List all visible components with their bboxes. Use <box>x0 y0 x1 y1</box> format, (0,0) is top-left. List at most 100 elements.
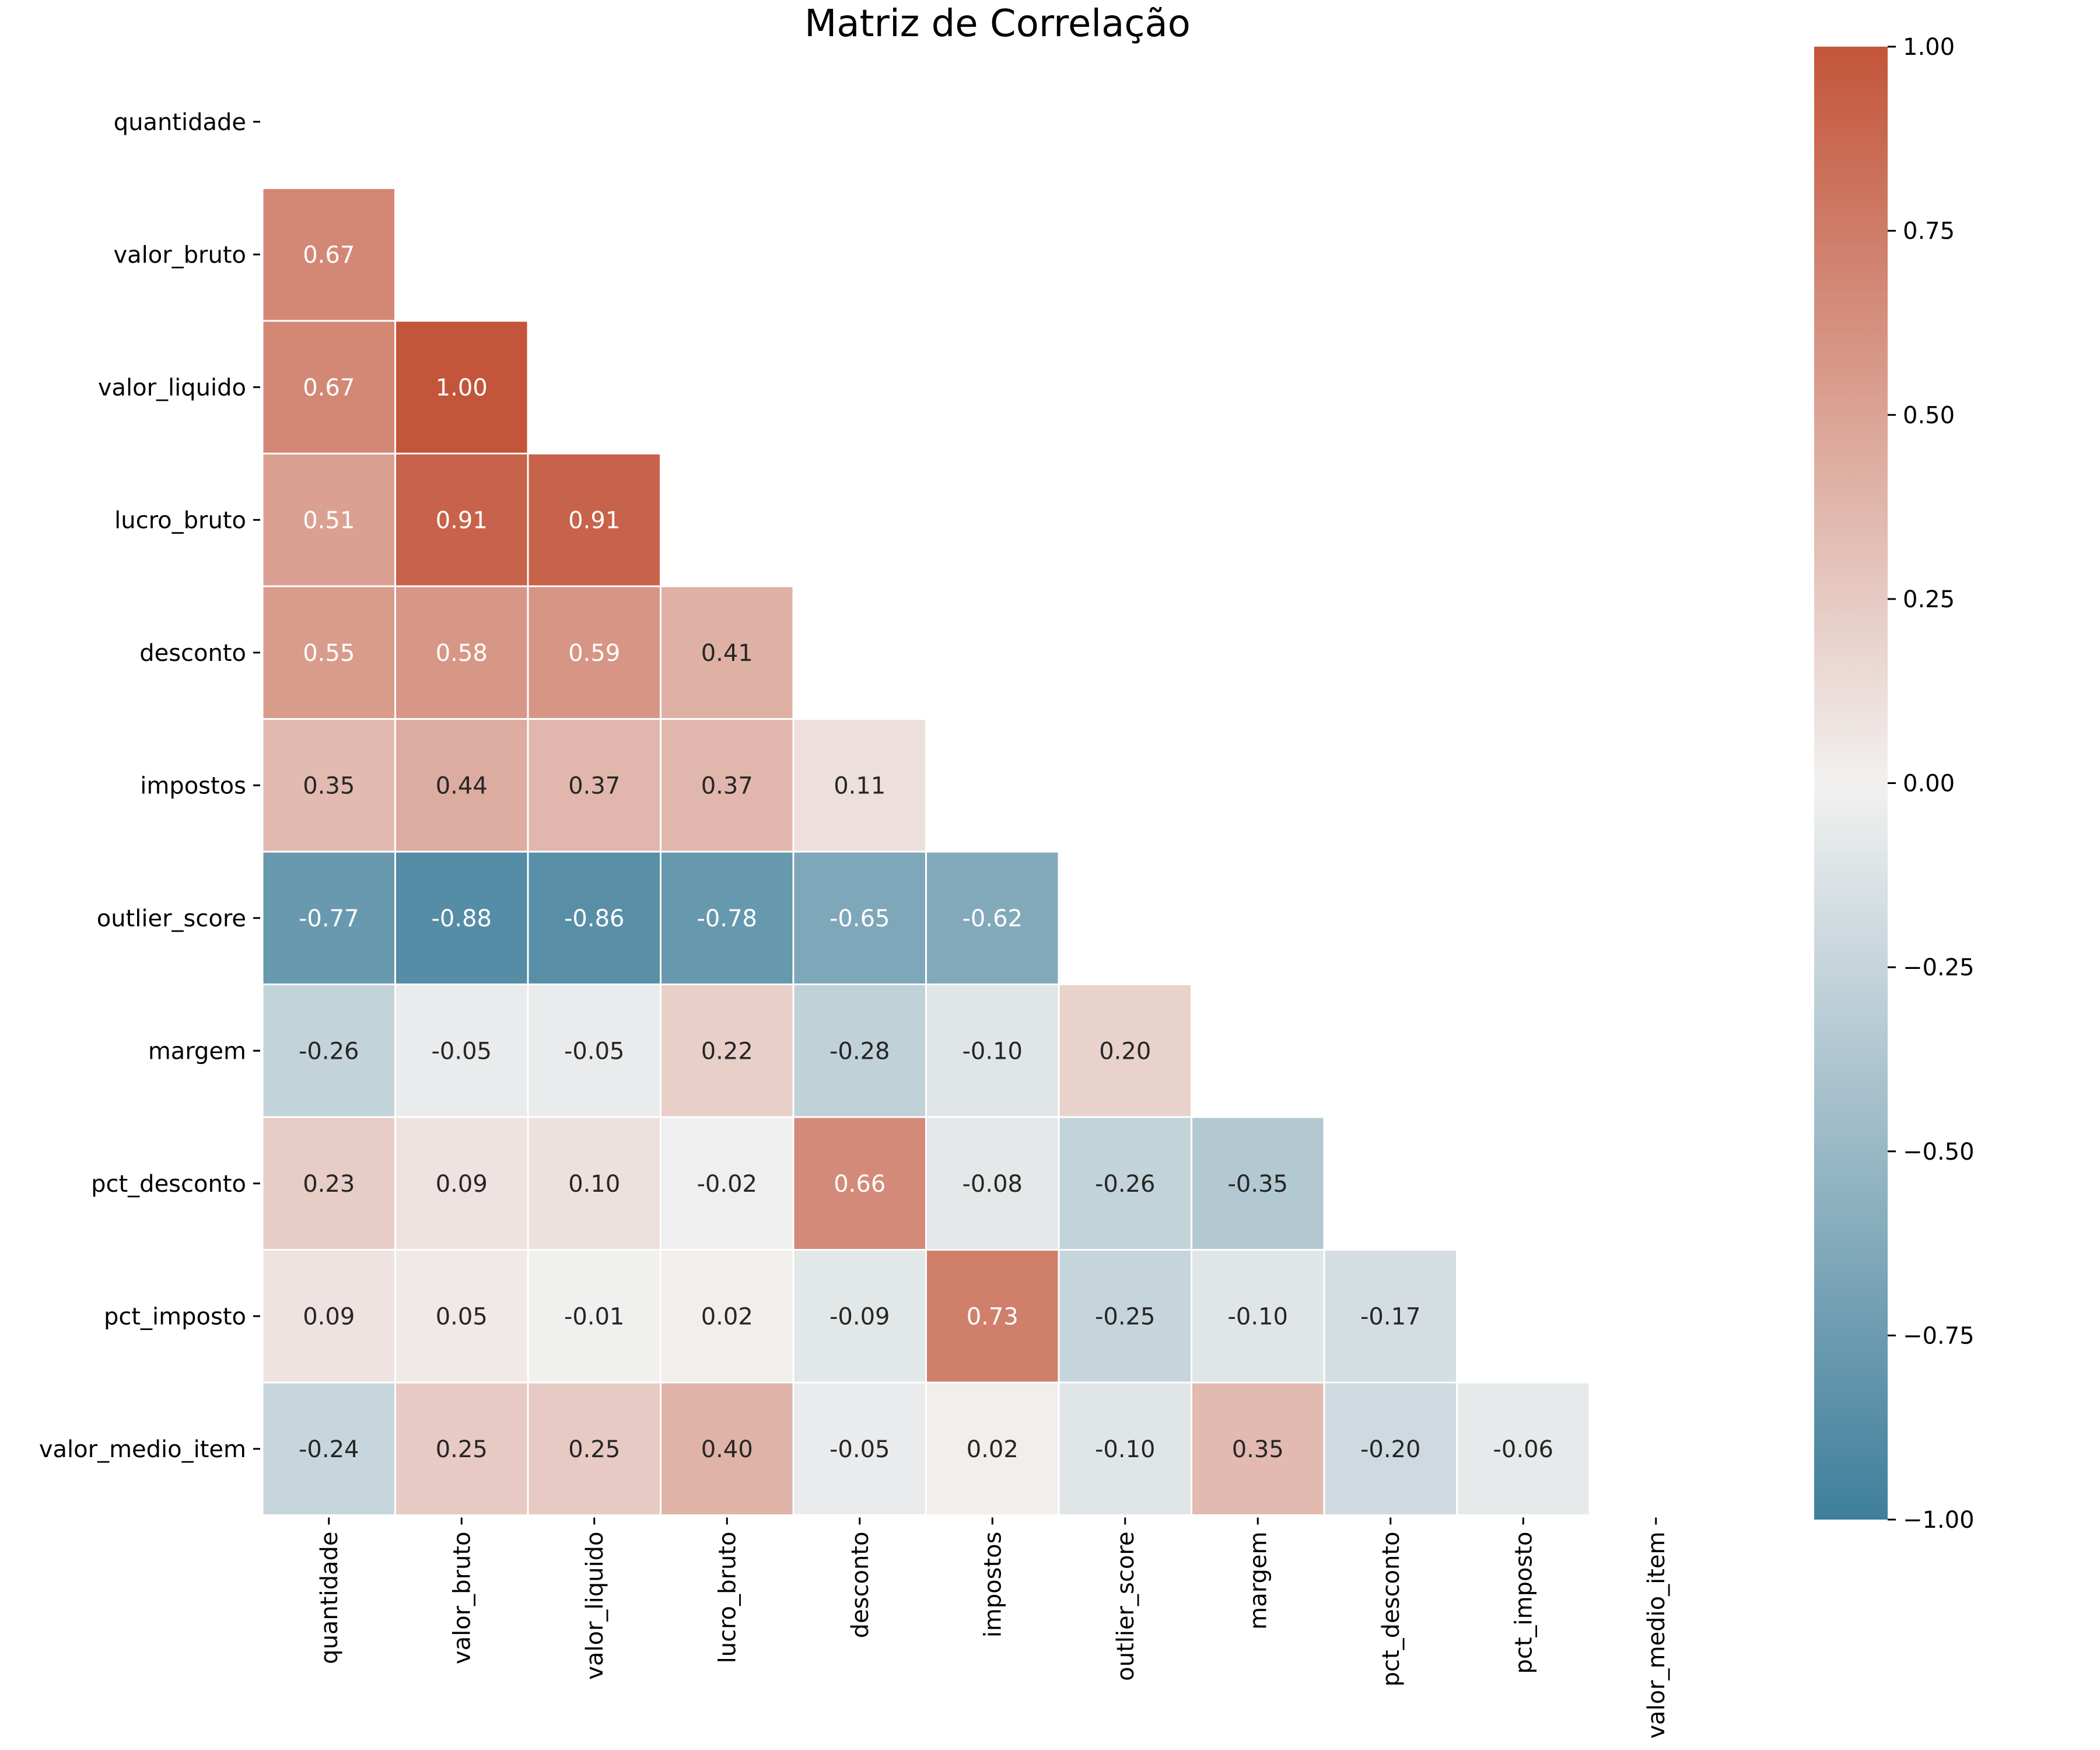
cell-value-label: 0.44 <box>436 772 488 799</box>
cell-value-label: 0.41 <box>701 640 753 667</box>
heatmap-cell <box>394 585 529 720</box>
x-tick-label: margem <box>1245 1532 1272 1630</box>
heatmap-cell <box>792 1381 927 1516</box>
cell-value-label: 0.20 <box>1099 1038 1151 1065</box>
heatmap-cell <box>792 718 927 853</box>
heatmap-cell <box>527 718 662 853</box>
heatmap-cell <box>527 453 662 587</box>
cell-value-label: 0.23 <box>303 1171 355 1198</box>
y-tick-label: valor_medio_item <box>39 1436 246 1463</box>
cell-value-label: 0.25 <box>568 1436 620 1463</box>
cell-value-label: -0.25 <box>1095 1303 1156 1330</box>
cell-value-label: 0.91 <box>436 507 488 534</box>
heatmap-cell <box>527 1381 662 1516</box>
heatmap-cell <box>261 850 396 985</box>
cell-value-label: -0.24 <box>299 1436 359 1463</box>
colorbar-tick-label: 1.00 <box>1903 34 1955 61</box>
heatmap-cell <box>1191 1381 1325 1516</box>
cell-value-label: 0.09 <box>436 1171 488 1198</box>
heatmap-cell <box>394 984 529 1118</box>
x-tick-label: valor_medio_item <box>1643 1532 1670 1739</box>
heatmap-cell <box>394 320 529 454</box>
x-tick-label: outlier_score <box>1112 1532 1139 1681</box>
cell-value-label: 0.91 <box>568 507 620 534</box>
cell-value-label: -0.05 <box>564 1038 625 1065</box>
heatmap-cell <box>394 718 529 853</box>
y-axis-labels: quantidade valor_bruto valor_liquido lucro_… <box>39 109 260 1463</box>
cell-value-label: 0.35 <box>1232 1436 1284 1463</box>
heatmap-cell <box>1191 1116 1325 1251</box>
cell-value-label: 0.09 <box>303 1303 355 1330</box>
heatmap-cell <box>261 187 396 322</box>
heatmap-cell <box>527 1249 662 1384</box>
heatmap-cell <box>660 850 794 985</box>
heatmap-cell <box>261 1381 396 1516</box>
y-tick-label: outlier_score <box>97 905 246 932</box>
cell-value-label: 0.59 <box>568 640 620 667</box>
cell-value-label: -0.88 <box>432 905 492 932</box>
heatmap-cell <box>1058 1249 1192 1384</box>
heatmap-cell <box>660 984 794 1118</box>
cell-value-label: 0.55 <box>303 640 355 667</box>
heatmap-cell <box>261 984 396 1118</box>
cell-value-label: 0.10 <box>568 1171 620 1198</box>
heatmap-cell <box>1323 1381 1458 1516</box>
cell-value-label: -0.28 <box>830 1038 890 1065</box>
cell-value-label: -0.05 <box>432 1038 492 1065</box>
heatmap-cell <box>394 1249 529 1384</box>
cell-value-label: 0.67 <box>303 242 355 268</box>
cell-value-label: 0.05 <box>436 1303 488 1330</box>
x-tick-label: impostos <box>979 1532 1006 1638</box>
cell-value-label: 0.51 <box>303 507 355 534</box>
y-tick-label: valor_bruto <box>113 242 246 268</box>
heatmap-cell <box>394 850 529 985</box>
cell-value-label: 0.37 <box>701 772 753 799</box>
heatmap-cell <box>1058 984 1192 1118</box>
cell-value-label: 0.11 <box>834 772 886 799</box>
cell-value-label: -0.06 <box>1493 1436 1554 1463</box>
y-tick-label: pct_desconto <box>91 1171 246 1198</box>
colorbar-gradient <box>1814 47 1888 1520</box>
cell-value-label: -0.01 <box>564 1303 625 1330</box>
colorbar-tick-label: −0.50 <box>1903 1139 1975 1166</box>
chart-title: Matriz de Correlação <box>804 2 1191 46</box>
heatmap-cell <box>394 453 529 587</box>
x-tick-label: desconto <box>847 1532 874 1639</box>
x-tick-label: lucro_bruto <box>714 1532 741 1664</box>
heatmap-cell <box>261 320 396 454</box>
colorbar-tick-label: 0.50 <box>1903 402 1955 429</box>
cell-value-label: 0.25 <box>436 1436 488 1463</box>
cell-value-label: 0.73 <box>967 1303 1019 1330</box>
cell-value-label: -0.86 <box>564 905 625 932</box>
heatmap-cell <box>261 1249 396 1384</box>
heatmap-cells: 0.67 0.67 1.00 0.51 0.91 0.91 0.55 0.58 0.59 0.41… <box>261 187 1591 1516</box>
heatmap-cell <box>1058 1116 1192 1251</box>
heatmap-cell <box>925 1381 1060 1516</box>
cell-value-label: -0.10 <box>1228 1303 1289 1330</box>
heatmap-cell <box>1323 1249 1458 1384</box>
heatmap-cell <box>925 1249 1060 1384</box>
x-axis-labels: quantidade valor_bruto valor_liquido lucro_… <box>316 1517 1670 1739</box>
heatmap-cell <box>925 850 1060 985</box>
heatmap-cell <box>394 1381 529 1516</box>
cell-value-label: 0.35 <box>303 772 355 799</box>
cell-value-label: 0.37 <box>568 772 620 799</box>
colorbar-tick-label: 0.75 <box>1903 218 1955 245</box>
cell-value-label: -0.10 <box>963 1038 1023 1065</box>
colorbar-tick-label: −0.75 <box>1903 1322 1975 1349</box>
heatmap-cell <box>1456 1381 1591 1516</box>
cell-value-label: -0.26 <box>1095 1171 1156 1198</box>
cell-value-label: 0.66 <box>834 1171 886 1198</box>
heatmap-cell <box>261 453 396 587</box>
heatmap-cell <box>527 1116 662 1251</box>
heatmap-cell <box>660 1249 794 1384</box>
cell-value-label: 0.58 <box>436 640 488 667</box>
cell-value-label: -0.62 <box>963 905 1023 932</box>
cell-value-label: -0.05 <box>830 1436 890 1463</box>
heatmap-cell <box>925 984 1060 1118</box>
y-tick-label: desconto <box>139 640 246 667</box>
colorbar: 1.00 0.75 0.50 0.25 0.00 −0.25 −0.50 −0.75 −1.00 <box>1814 34 1975 1534</box>
cell-value-label: 0.02 <box>701 1303 753 1330</box>
cell-value-label: -0.10 <box>1095 1436 1156 1463</box>
